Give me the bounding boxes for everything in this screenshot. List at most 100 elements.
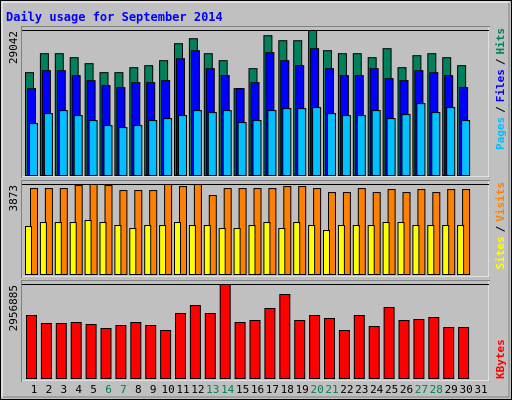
bar — [383, 306, 395, 380]
bar — [192, 110, 202, 176]
bar — [397, 222, 405, 276]
x-tick-label: 19 — [296, 383, 309, 396]
bar — [26, 315, 37, 380]
bar — [457, 225, 465, 275]
x-tick-label: 30 — [459, 383, 472, 396]
bar — [337, 225, 345, 275]
x-tick-label: 6 — [105, 383, 112, 396]
bar — [100, 328, 112, 380]
bar — [207, 112, 217, 176]
legend-entry: Files — [494, 69, 507, 102]
bar — [323, 230, 330, 276]
bar — [428, 317, 440, 380]
bar — [25, 226, 32, 276]
legend: Pages / Files / Hits — [494, 28, 507, 150]
bar — [461, 120, 471, 176]
bar — [69, 222, 77, 276]
legend-entry: Pages — [494, 117, 507, 150]
panel-bevel — [22, 181, 490, 278]
legend: KBytes — [494, 339, 507, 379]
x-tick-label: 3 — [60, 383, 67, 396]
bar — [115, 324, 127, 379]
bar — [293, 222, 301, 276]
bar — [118, 127, 128, 177]
y-tick-label: 3873 — [7, 185, 20, 212]
bar — [129, 228, 137, 275]
bar — [84, 220, 92, 275]
x-tick-label: 28 — [430, 383, 443, 396]
x-tick-label: 5 — [90, 383, 97, 396]
bar — [204, 313, 216, 380]
bar — [237, 122, 247, 176]
bar — [413, 319, 425, 380]
bar — [446, 107, 456, 176]
x-tick-label: 9 — [150, 383, 157, 396]
legend: Sites / Visits — [494, 182, 507, 270]
bar — [371, 110, 381, 176]
bar — [144, 225, 152, 275]
bar — [309, 315, 321, 380]
bar — [133, 125, 143, 177]
x-tick-label: 7 — [120, 383, 127, 396]
bar — [248, 225, 256, 275]
legend-separator: / — [494, 106, 507, 113]
chart-title: Daily usage for September 2014 — [6, 10, 223, 24]
bar — [443, 326, 455, 379]
bar — [267, 110, 277, 176]
bar — [39, 222, 47, 276]
x-tick-label: 23 — [355, 383, 368, 396]
bar — [458, 326, 470, 379]
bar — [178, 115, 187, 176]
bar — [341, 115, 351, 176]
bar — [203, 225, 211, 275]
x-tick-label: 1 — [31, 383, 38, 396]
bar — [263, 222, 271, 276]
bar — [353, 315, 365, 380]
bar — [189, 305, 201, 379]
x-tick-label: 31 — [474, 383, 487, 396]
bar — [234, 322, 246, 380]
bar — [252, 120, 262, 176]
bar — [54, 222, 62, 276]
panel-bevel — [22, 281, 490, 382]
panel-bevel — [22, 27, 490, 178]
x-tick-label: 29 — [445, 383, 458, 396]
bar — [416, 103, 426, 176]
bar — [130, 322, 142, 380]
x-tick-label: 21 — [325, 383, 338, 396]
bar — [279, 294, 291, 380]
x-tick-label: 14 — [221, 383, 235, 396]
legend-entry: Hits — [494, 28, 507, 55]
legend-separator: / — [494, 225, 507, 232]
x-tick-label: 12 — [191, 383, 204, 396]
bar — [160, 329, 172, 380]
bar — [412, 225, 420, 275]
bar — [70, 322, 82, 380]
bar — [103, 125, 113, 177]
bar — [148, 120, 158, 176]
bar — [233, 228, 241, 275]
bar — [88, 120, 98, 176]
x-tick-label: 8 — [135, 383, 142, 396]
x-tick-label: 24 — [370, 383, 384, 396]
bar — [356, 115, 366, 176]
bar — [294, 320, 306, 379]
bar — [264, 308, 276, 379]
x-tick-label: 27 — [415, 383, 428, 396]
x-tick-label: 15 — [236, 383, 249, 396]
x-tick-label: 10 — [161, 383, 174, 396]
bar — [278, 228, 286, 275]
bar — [327, 113, 336, 176]
x-tick-label: 25 — [385, 383, 398, 396]
bar — [58, 110, 68, 176]
x-tick-label: 2 — [46, 383, 53, 396]
bar — [55, 322, 67, 379]
bar — [188, 225, 196, 275]
bar — [43, 113, 53, 176]
x-tick-label: 17 — [266, 383, 279, 396]
bar — [367, 225, 375, 275]
bar — [175, 313, 186, 380]
bar — [163, 118, 173, 177]
